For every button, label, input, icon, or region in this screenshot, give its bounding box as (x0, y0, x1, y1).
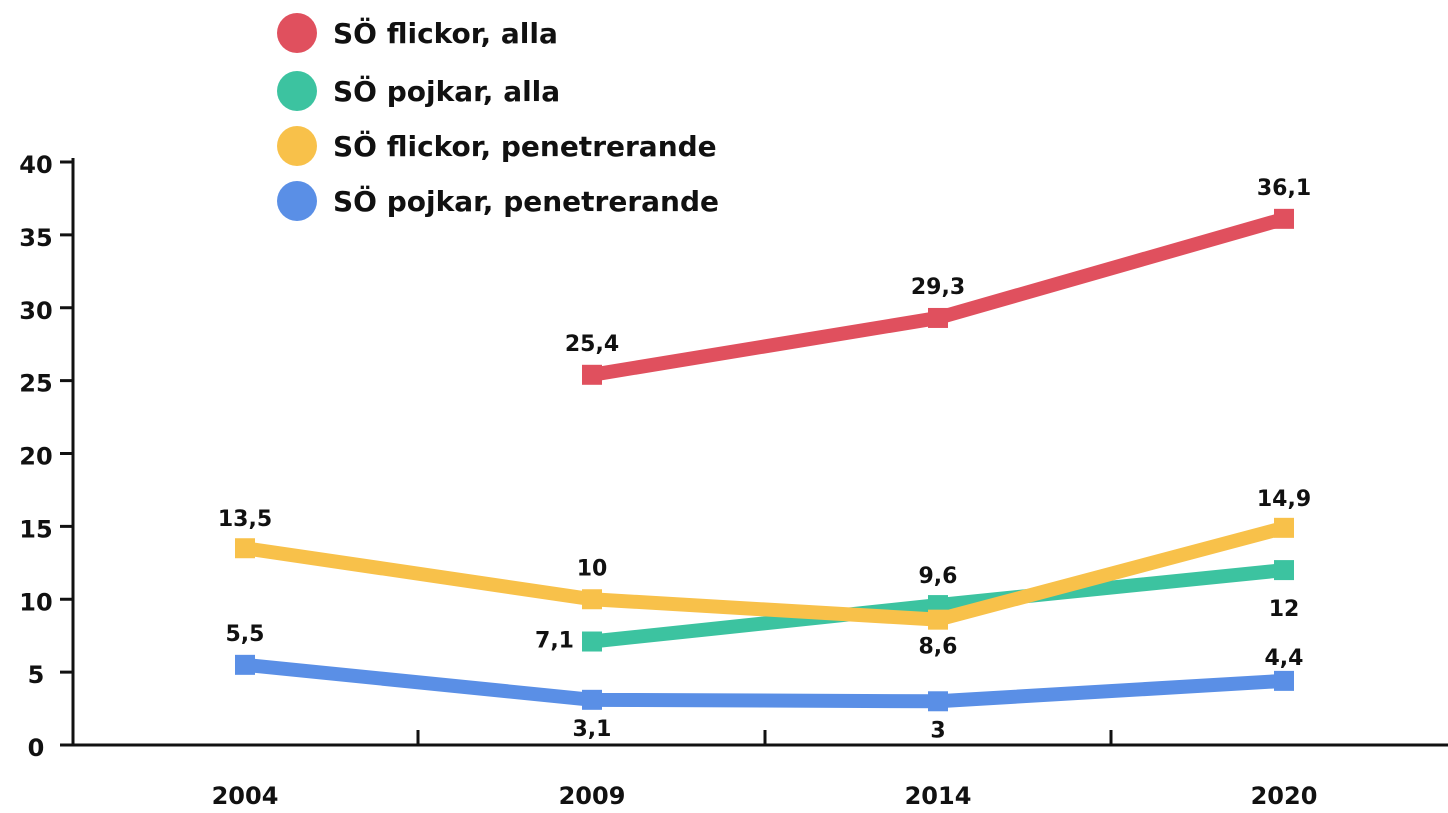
legend-swatch (277, 181, 317, 221)
series-line (243, 521, 1286, 627)
y-tick-label: 35 (19, 224, 52, 252)
point-marker (1274, 670, 1294, 691)
data-label: 3,1 (573, 717, 612, 742)
y-tick-label: 20 (19, 443, 52, 471)
data-label: 9,6 (919, 564, 958, 589)
data-label: 12 (1269, 597, 1300, 622)
point-marker (928, 691, 948, 712)
point-marker (1274, 517, 1294, 538)
y-tick-label: 0 (28, 734, 45, 762)
legend-swatch (277, 13, 317, 53)
data-label: 14,9 (1257, 487, 1311, 512)
point-marker (235, 654, 255, 675)
x-tick-label: 2020 (1251, 782, 1318, 809)
data-label: 36,1 (1257, 176, 1311, 201)
point-marker (582, 364, 602, 385)
point-marker (1274, 208, 1294, 229)
legend-label: SÖ flickor, penetrerande (333, 129, 717, 163)
y-tick-label: 10 (19, 588, 52, 616)
data-label: 25,4 (565, 332, 619, 357)
point-marker (582, 589, 602, 610)
data-label: 13,5 (218, 507, 272, 532)
point-marker (1274, 560, 1294, 581)
point-marker (235, 538, 255, 559)
data-label: 3 (930, 718, 945, 743)
data-label: 5,5 (226, 622, 265, 647)
data-label: 7,1 (535, 629, 574, 654)
x-tick-label: 2004 (212, 782, 279, 809)
point-marker (582, 631, 602, 652)
legend-label: SÖ flickor, alla (333, 16, 558, 50)
legend-label: SÖ pojkar, alla (333, 74, 560, 108)
point-marker (928, 307, 948, 328)
data-label: 10 (577, 556, 608, 581)
data-label: 4,4 (1265, 646, 1304, 671)
y-tick-label: 30 (19, 297, 52, 325)
legend-label: SÖ pojkar, penetrerande (333, 184, 719, 218)
series-line (244, 657, 1285, 709)
point-marker (928, 609, 948, 630)
y-tick-label: 15 (19, 515, 52, 543)
data-label: 8,6 (919, 635, 958, 660)
x-tick-label: 2009 (559, 782, 626, 809)
data-label: 29,3 (911, 275, 965, 300)
y-tick-label: 5 (28, 661, 45, 689)
y-tick-label: 25 (19, 370, 52, 398)
legend-swatch (277, 126, 317, 166)
legend-swatch (277, 71, 317, 111)
point-marker (582, 689, 602, 710)
y-tick-label: 40 (19, 151, 52, 179)
x-tick-label: 2014 (905, 782, 972, 809)
